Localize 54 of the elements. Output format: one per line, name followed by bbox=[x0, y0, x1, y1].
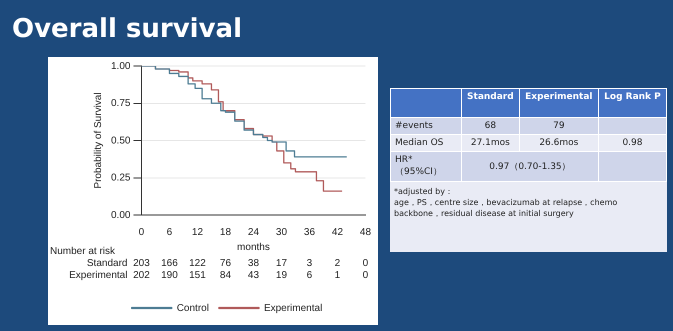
text: Median OS bbox=[390, 134, 462, 152]
text: 43 bbox=[248, 270, 260, 281]
x-tick-label: 42 bbox=[332, 226, 344, 238]
text: age，PS，centre size，bevacizumab at relapse，chemo backbone，residual disease at initial surgery bbox=[394, 198, 618, 220]
text: 38 bbox=[248, 258, 260, 269]
x-tick-label: 0 bbox=[138, 226, 145, 238]
text: 84 bbox=[220, 270, 232, 281]
x-tick-label: 12 bbox=[192, 226, 204, 238]
text: HR*（95%CI） bbox=[390, 152, 462, 182]
y-tick-label: 1.00 bbox=[110, 60, 131, 72]
text: Experimental bbox=[519, 88, 598, 118]
y-tick-label: 0.50 bbox=[110, 135, 131, 146]
y-axis-title: Probability of Survival bbox=[92, 92, 104, 189]
y-tick-label: 0.00 bbox=[110, 210, 131, 221]
text: 0 bbox=[362, 258, 369, 269]
y-tick-label: 0.25 bbox=[110, 172, 131, 184]
legend-label: Control bbox=[176, 302, 209, 314]
text: Standard bbox=[86, 258, 128, 269]
text: 0 bbox=[362, 270, 369, 281]
y-tick-label: 0.75 bbox=[110, 98, 131, 109]
text: Experimental bbox=[69, 270, 128, 281]
x-axis-title: months bbox=[237, 242, 270, 253]
text: 19 bbox=[276, 270, 288, 281]
text: 0.98 bbox=[598, 134, 666, 152]
text: *adjusted by： bbox=[394, 187, 454, 198]
text: 151 bbox=[189, 270, 206, 281]
x-tick-label: 24 bbox=[248, 226, 260, 238]
text: Standard bbox=[462, 88, 520, 118]
text: 79 bbox=[519, 118, 598, 134]
text: 0.97（0.70-1.35） bbox=[462, 152, 598, 182]
text: 190 bbox=[161, 270, 178, 281]
legend-label: Experimental bbox=[264, 302, 322, 314]
text: 68 bbox=[462, 118, 520, 134]
x-tick-label: 18 bbox=[220, 226, 232, 238]
text: 76 bbox=[220, 258, 232, 269]
text: #events bbox=[390, 118, 462, 134]
x-tick-label: 36 bbox=[304, 226, 316, 238]
text: 202 bbox=[133, 270, 150, 281]
text: 3 bbox=[306, 258, 313, 269]
x-tick-label: 30 bbox=[276, 226, 288, 238]
text: 203 bbox=[133, 258, 150, 269]
text: Number at risk bbox=[50, 246, 116, 257]
text: 2 bbox=[334, 258, 341, 269]
text: 26.6mos bbox=[519, 134, 598, 152]
text: 166 bbox=[161, 258, 178, 269]
text: 6 bbox=[306, 270, 313, 281]
text: 122 bbox=[189, 258, 206, 269]
text: 17 bbox=[276, 258, 288, 269]
text: Log Rank P bbox=[598, 88, 666, 118]
x-tick-label: 6 bbox=[166, 226, 173, 238]
x-tick-label: 48 bbox=[360, 226, 372, 238]
text: 27.1mos bbox=[462, 134, 520, 152]
chart-title: Overall survival bbox=[12, 14, 242, 44]
text: 1 bbox=[334, 270, 341, 281]
